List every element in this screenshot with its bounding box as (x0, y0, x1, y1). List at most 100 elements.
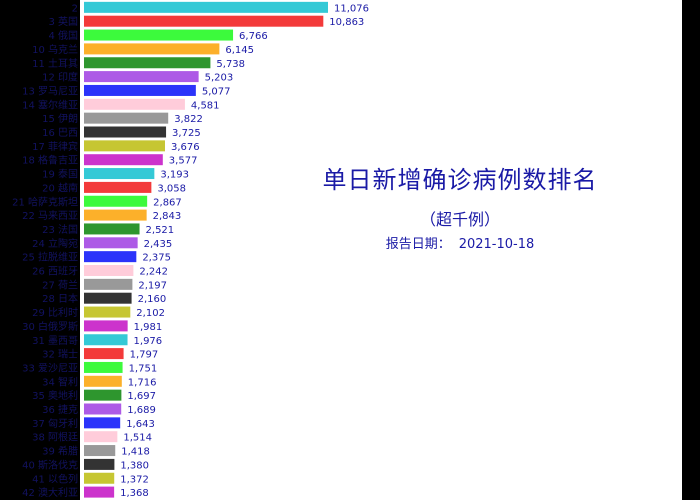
category-label: 29 比利时 (32, 307, 78, 319)
bar-row: 3 英国 10,863 (48, 15, 364, 28)
bar (84, 320, 128, 332)
bar-row: 21 哈萨克斯坦 2,867 (12, 195, 182, 208)
bar-value-label: 3,193 (160, 170, 189, 181)
category-label: 15 伊朗 (42, 113, 78, 125)
bar (84, 43, 220, 55)
right-edge-panel (682, 0, 700, 500)
category-label: 22 马来西亚 (22, 210, 78, 222)
bar (84, 348, 124, 360)
bar (84, 431, 118, 443)
category-label: 23 法国 (42, 223, 78, 236)
bar-value-label: 2,521 (146, 225, 175, 236)
bar (84, 417, 121, 429)
bar-value-label: 2,435 (144, 239, 173, 250)
bar-row: 42 澳大利亚 1,368 (22, 486, 149, 499)
bar-value-label: 1,689 (127, 405, 156, 416)
bar-value-label: 1,697 (127, 391, 156, 402)
category-label: 33 爱沙尼亚 (22, 361, 78, 374)
bar (84, 375, 122, 387)
bar (84, 126, 167, 138)
bar (84, 112, 169, 124)
bar-row: 37 匈牙利 1,643 (32, 417, 155, 430)
category-label: 19 泰国 (42, 168, 78, 181)
bar-value-label: 1,372 (120, 474, 149, 485)
bar-value-label: 3,577 (169, 156, 198, 167)
bar-row: 18 格鲁吉亚 3,577 (22, 154, 197, 167)
category-label: 20 越南 (42, 181, 78, 194)
bar-row: 20 越南 3,058 (42, 181, 186, 194)
bar-value-label: 1,981 (134, 322, 163, 333)
category-label: 12 印度 (42, 71, 78, 84)
bar (84, 458, 115, 470)
category-label: 18 格鲁吉亚 (22, 154, 78, 167)
bar-row: 1 (72, 0, 78, 1)
bar-row: 10 乌克兰 6,145 (32, 43, 254, 56)
bar-row: 40 斯洛伐克 1,380 (22, 458, 149, 471)
bar-value-label: 2,843 (153, 211, 182, 222)
category-label: 34 智利 (42, 375, 78, 388)
report-date-label: 报告日期： (385, 237, 451, 252)
bar-value-label: 1,716 (128, 377, 157, 388)
bar-value-label: 3,058 (157, 183, 186, 194)
category-label: 37 匈牙利 (32, 417, 78, 430)
bar-row: 33 爱沙尼亚 1,751 (22, 361, 157, 374)
bar-value-label: 1,976 (134, 336, 163, 347)
bar-value-label: 2,375 (142, 253, 171, 264)
chart-subtitle: （超千例） (419, 210, 500, 229)
bar-value-label: 1,797 (130, 350, 159, 361)
category-label: 38 阿根廷 (32, 431, 78, 444)
bar-row: 25 拉脱维亚 2,375 (22, 251, 171, 264)
bar (84, 306, 131, 318)
bar-value-label: 3,725 (172, 128, 201, 139)
bar (84, 389, 122, 401)
category-label: 30 白俄罗斯 (22, 320, 78, 333)
bar-value-label: 1,380 (120, 460, 149, 471)
bar-value-label: 4,581 (191, 100, 220, 111)
category-label: 13 罗马尼亚 (22, 85, 78, 97)
bar-value-label: 6,766 (239, 31, 268, 42)
bar-row: 35 奥地利 1,697 (32, 389, 156, 402)
bar (84, 15, 324, 27)
bar-value-label: 2,102 (136, 308, 165, 319)
bar-value-label: 2,867 (153, 197, 182, 208)
bar-value-label: 3,822 (174, 114, 203, 125)
bar (84, 209, 147, 221)
category-label: 25 拉脱维亚 (22, 251, 78, 264)
bar-row: 22 马来西亚 2,843 (22, 209, 182, 222)
category-label: 2 (72, 3, 78, 14)
category-label: 1 (72, 0, 78, 1)
bar (84, 168, 155, 180)
bar-row: 23 法国 2,521 (42, 223, 174, 236)
bar-row: 26 西班牙 2,242 (32, 265, 168, 278)
bar-row: 39 希腊 1,418 (42, 445, 150, 458)
bar (84, 98, 185, 110)
bar (84, 154, 163, 166)
bar-value-label: 10,863 (329, 17, 364, 28)
bar-value-label: 2,160 (138, 294, 167, 305)
bar (84, 265, 134, 276)
bar-row: 41 以色列 1,372 (32, 472, 149, 485)
bar-row: 24 立陶宛 2,435 (32, 237, 172, 250)
bar-row: 28 日本 2,160 (42, 292, 166, 305)
category-label: 32 瑞士 (42, 348, 78, 361)
chart-title: 单日新增确诊病例数排名 (322, 166, 598, 194)
bar (84, 57, 211, 69)
bar-row: 15 伊朗 3,822 (42, 112, 203, 125)
category-label: 39 希腊 (42, 445, 78, 458)
bar (84, 361, 123, 373)
category-label: 28 日本 (42, 292, 78, 305)
bar-row: 27 荷兰 2,197 (42, 278, 167, 291)
bar (84, 1, 329, 13)
bar (84, 237, 138, 249)
bar-value-label: 2,197 (138, 280, 167, 291)
category-label: 24 立陶宛 (32, 237, 78, 250)
bar (84, 334, 128, 346)
bar (84, 278, 133, 290)
category-label: 4 俄国 (48, 30, 78, 42)
category-label: 31 墨西哥 (32, 335, 78, 347)
bar (84, 445, 116, 457)
bar-value-label: 1,751 (129, 363, 158, 374)
bar-row: 16 巴西 3,725 (42, 126, 201, 139)
bar (84, 195, 148, 207)
